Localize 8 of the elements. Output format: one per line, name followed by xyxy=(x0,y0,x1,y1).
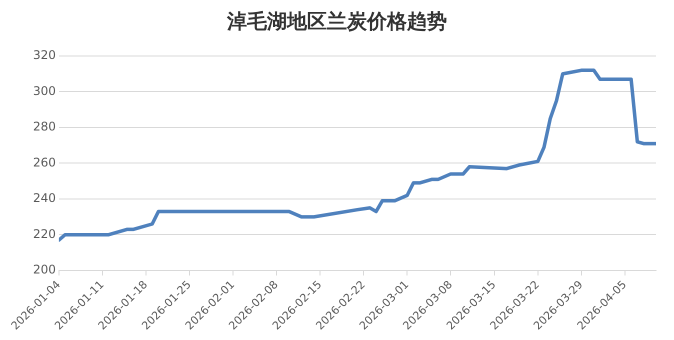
y-tick-label: 280 xyxy=(33,120,56,134)
y-tick-label: 320 xyxy=(33,48,56,62)
y-tick-label: 200 xyxy=(33,262,56,277)
chart-title: 淖毛湖地区兰炭价格趋势 xyxy=(226,8,448,35)
y-tick-label: 300 xyxy=(33,84,56,98)
y-tick-label: 240 xyxy=(33,191,56,206)
y-tick-label: 220 xyxy=(33,226,56,241)
y-tick-label: 260 xyxy=(33,155,56,170)
